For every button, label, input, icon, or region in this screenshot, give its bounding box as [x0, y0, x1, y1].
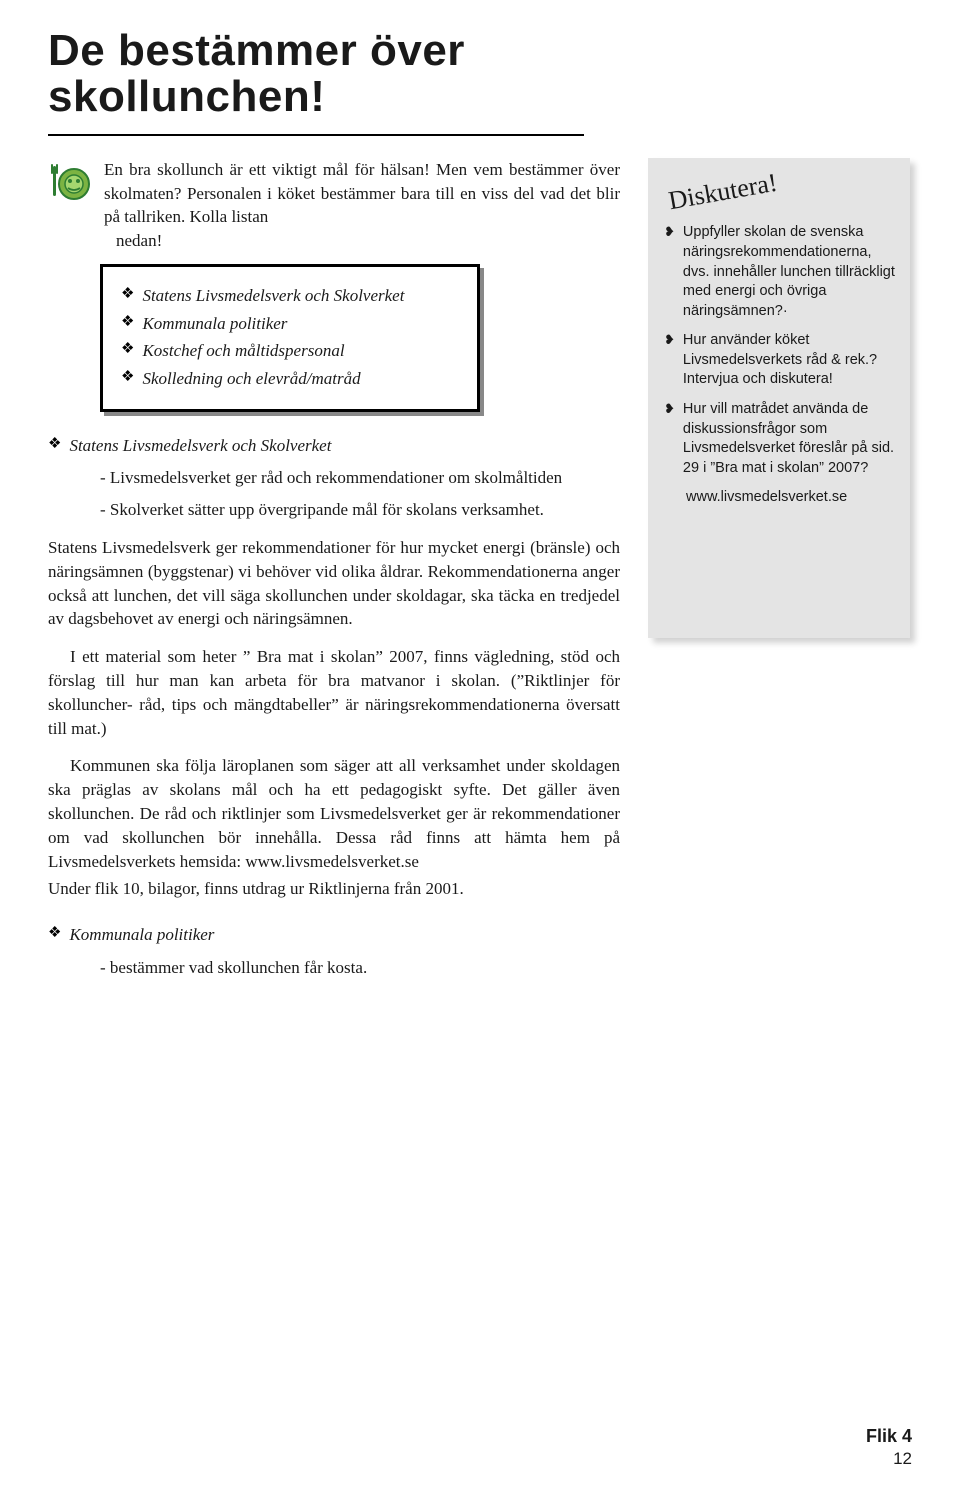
section-heading-label: Statens Livsmedelsverk och Skolverket — [69, 434, 331, 459]
club-bullet-icon: ❖ — [121, 284, 134, 306]
pointer-bullet-icon: ❥ — [664, 400, 675, 478]
box-item-label: Kommunala politiker — [142, 312, 287, 337]
club-bullet-icon: ❖ — [48, 434, 61, 456]
box-item-label: Statens Livsmedelsverk och Skolverket — [142, 284, 404, 309]
plate-fork-icon — [48, 160, 92, 209]
sidebar-item-text: Hur vill matrådet använda de diskussions… — [683, 400, 896, 478]
sidebar-item: ❥ Hur vill matrådet använda de diskussio… — [664, 400, 896, 478]
page-title: De bestämmer över skollunchen! — [48, 28, 584, 136]
box-item-label: Kostchef och måltidspersonal — [142, 339, 344, 364]
page-number: 12 — [866, 1449, 912, 1469]
box-item: ❖ Kostchef och måltidspersonal — [121, 339, 459, 364]
two-column-layout: En bra skollunch är ett viktigt mål för … — [48, 158, 912, 987]
body-paragraph: I ett material som heter ” Bra mat i sko… — [48, 645, 620, 740]
pointer-bullet-icon: ❥ — [664, 331, 675, 390]
sidebar-item-text: Uppfyller skolan de svenska näringsrekom… — [683, 223, 896, 321]
dash-item: - bestämmer vad skollunchen får kosta. — [100, 956, 620, 980]
body-paragraph: Statens Livsmedelsverk ger rekommendatio… — [48, 536, 620, 631]
discuss-sidebar: Diskutera! ❥ Uppfyller skolan de svenska… — [648, 158, 910, 638]
body-paragraph: Kommunen ska följa läroplanen som säger … — [48, 754, 620, 873]
club-bullet-icon: ❖ — [121, 312, 134, 334]
actors-box: ❖ Statens Livsmedelsverk och Skolverket ❖… — [100, 264, 480, 412]
club-bullet-icon: ❖ — [121, 367, 134, 389]
box-item-label: Skolledning och elevråd/matråd — [142, 367, 360, 392]
intro-tail: nedan! — [116, 229, 620, 252]
dash-item: - Skolverket sätter upp övergripande mål… — [100, 498, 620, 522]
section-heading-1: ❖ Statens Livsmedelsverk och Skolverket — [48, 434, 620, 459]
intro-text: En bra skollunch är ett viktigt mål för … — [104, 160, 620, 226]
section-heading-label: Kommunala politiker — [69, 923, 214, 948]
box-item: ❖ Kommunala politiker — [121, 312, 459, 337]
page-footer: Flik 4 12 — [866, 1426, 912, 1469]
sidebar-item: ❥ Uppfyller skolan de svenska näringsrek… — [664, 223, 896, 321]
box-item: ❖ Skolledning och elevråd/matråd — [121, 367, 459, 392]
intro-block: En bra skollunch är ett viktigt mål för … — [48, 158, 620, 252]
pointer-bullet-icon: ❥ — [664, 223, 675, 321]
sidebar-item-text: Hur använder köket Livsmedelsverkets råd… — [683, 331, 896, 390]
section-heading-2: ❖ Kommunala politiker — [48, 923, 620, 948]
sidebar-item: ❥ Hur använder köket Livsmedelsverkets r… — [664, 331, 896, 390]
club-bullet-icon: ❖ — [121, 339, 134, 361]
sidebar-heading: Diskutera! — [666, 165, 780, 219]
box-item: ❖ Statens Livsmedelsverk och Skolverket — [121, 284, 459, 309]
body-paragraph: Under flik 10, bilagor, finns utdrag ur … — [48, 877, 620, 901]
dash-item: - Livsmedelsverket ger råd och rekommend… — [100, 466, 620, 490]
sidebar-link-text: www.livsmedelsverket.se — [686, 489, 847, 505]
main-column: En bra skollunch är ett viktigt mål för … — [48, 158, 620, 987]
club-bullet-icon: ❖ — [48, 923, 61, 945]
flik-label: Flik 4 — [866, 1426, 912, 1447]
sidebar-link[interactable]: www.livsmedelsverket.se — [686, 488, 896, 508]
intro-paragraph: En bra skollunch är ett viktigt mål för … — [104, 158, 620, 252]
